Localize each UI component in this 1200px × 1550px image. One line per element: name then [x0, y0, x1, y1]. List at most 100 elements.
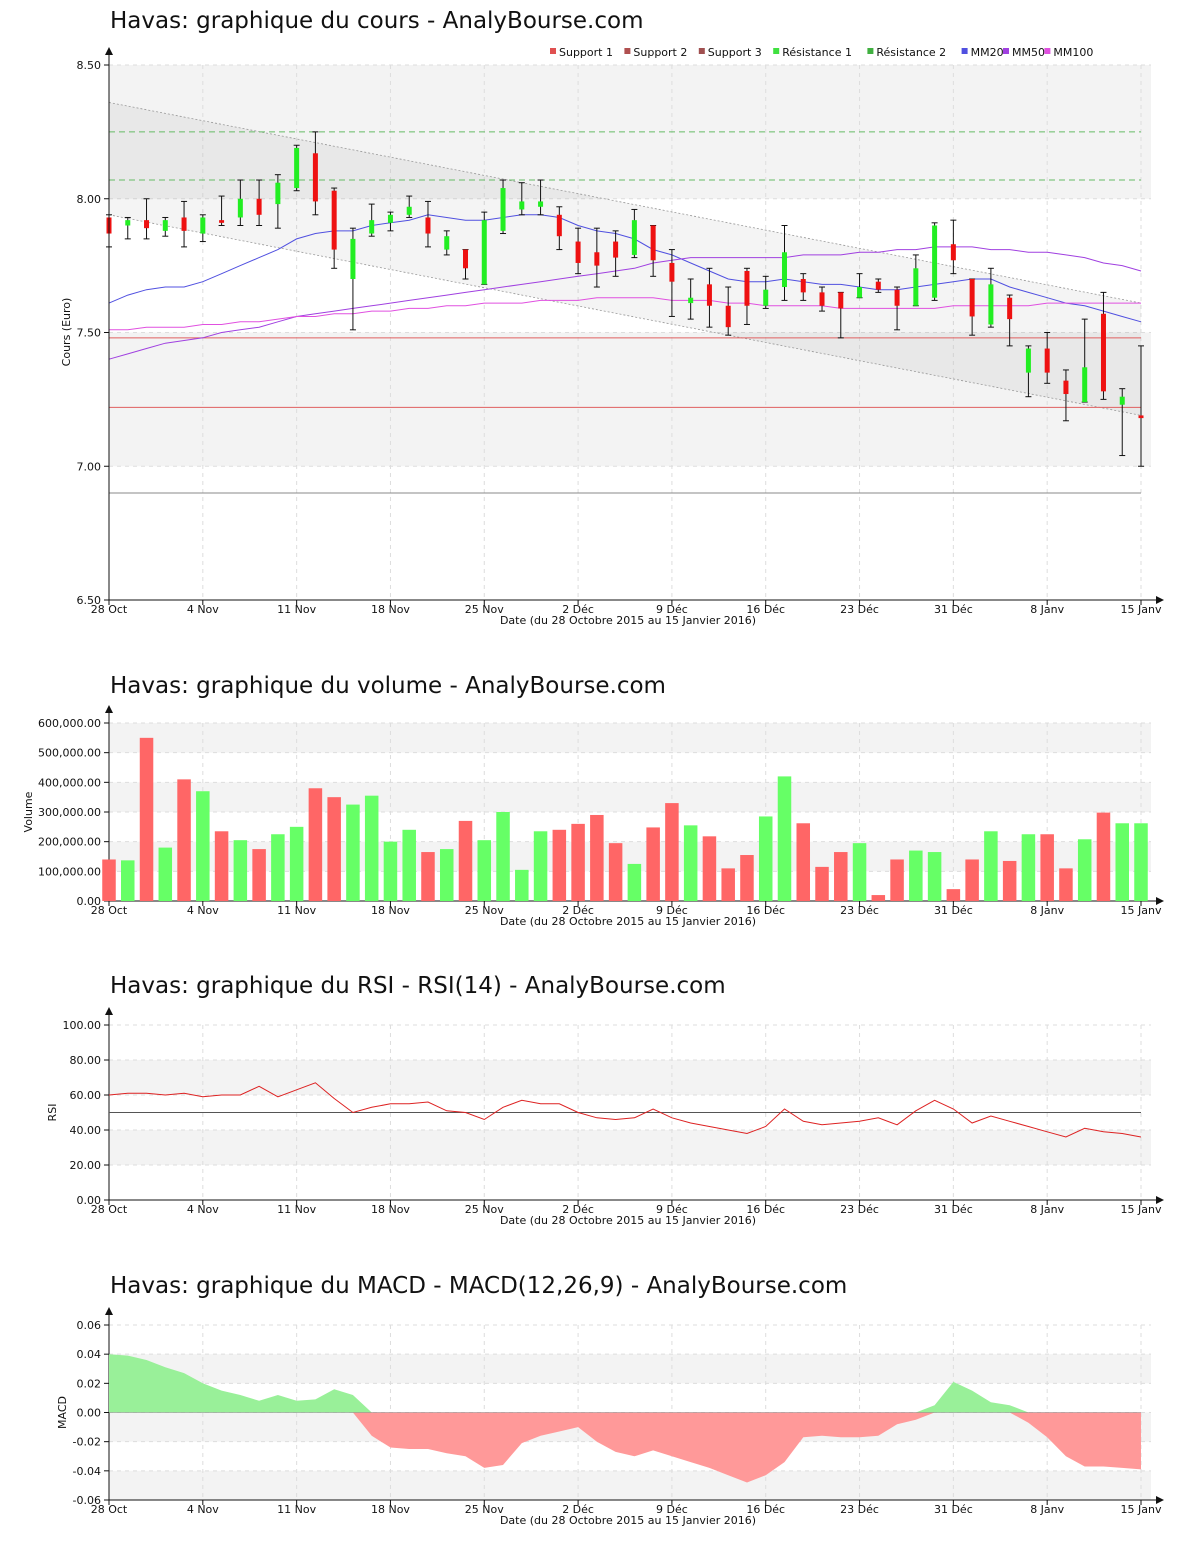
volume-bar: [102, 859, 116, 901]
volume-bar: [571, 823, 585, 901]
grid-band: [109, 723, 1151, 753]
y-tick-label: 400,000.00: [38, 776, 101, 789]
volume-bar: [1021, 834, 1036, 901]
candle-body: [387, 214, 393, 223]
candle-body: [669, 262, 675, 282]
candle: [987, 267, 994, 328]
candle: [631, 208, 638, 259]
legend-swatch: [624, 48, 631, 54]
x-tick-label: 23 Déc: [840, 904, 879, 917]
macd-chart-panel: Havas: graphique du MACD - MACD(12,26,9)…: [0, 1265, 1200, 1550]
candle: [481, 211, 488, 285]
candle-body: [594, 252, 600, 266]
candle-body: [950, 244, 956, 261]
x-tick-label: 18 Nov: [371, 1203, 410, 1216]
candle: [143, 198, 150, 240]
channel-upper-line: [108, 102, 1142, 304]
x-axis-arrow: [1156, 897, 1164, 905]
candle: [274, 174, 281, 229]
candle: [406, 195, 413, 218]
y-tick-label: 80.00: [70, 1054, 102, 1067]
x-tick-label: 8 Janv: [1030, 1203, 1064, 1216]
candle-body: [162, 220, 168, 231]
grid-band: [109, 1130, 1151, 1165]
candle-body: [650, 225, 656, 261]
candle-body: [256, 198, 262, 215]
candle: [218, 195, 225, 226]
x-tick-label: 15 Janv: [1121, 1203, 1162, 1216]
grid-band: [109, 1354, 1151, 1384]
candle: [331, 187, 338, 269]
x-tick-label: 28 Oct: [91, 904, 128, 917]
volume-bar: [1077, 839, 1092, 901]
legend-label: MM100: [1053, 46, 1093, 59]
volume-bar: [1059, 868, 1073, 901]
candle: [912, 254, 919, 307]
volume-bar: [777, 776, 792, 901]
candle: [537, 179, 544, 216]
candle-body: [219, 220, 225, 223]
grid-band: [109, 1470, 1151, 1500]
candle-body: [894, 289, 900, 306]
candle: [1006, 294, 1013, 347]
y-tick-label: -0.02: [73, 1436, 101, 1449]
candle-body: [1007, 297, 1013, 320]
candle: [556, 206, 563, 251]
x-tick-label: 16 Déc: [746, 603, 785, 616]
volume-bar: [984, 831, 998, 901]
legend-label: Support 3: [708, 46, 762, 59]
y-axis-arrow: [105, 705, 113, 713]
candle-body: [294, 147, 300, 189]
y-tick-label: 8.00: [77, 193, 102, 206]
rsi-chart-panel: Havas: graphique du RSI - RSI(14) - Anal…: [0, 965, 1200, 1235]
candle-body: [932, 225, 938, 298]
y-tick-label: 60.00: [70, 1089, 102, 1102]
x-axis-label: Date (du 28 Octobre 2015 au 15 Janvier 2…: [500, 915, 756, 928]
candle-body: [1044, 348, 1050, 373]
volume-bar: [158, 847, 173, 901]
volume-bar: [590, 814, 604, 901]
candle: [1081, 318, 1088, 403]
x-tick-label: 2 Déc: [562, 1203, 594, 1216]
x-tick-label: 2 Déc: [562, 1503, 594, 1516]
y-tick-label: 7.50: [77, 327, 102, 340]
y-tick-label: 100.00: [63, 1019, 102, 1032]
price-chart-panel: Havas: graphique du cours - AnalyBourse.…: [0, 0, 1200, 640]
candle: [256, 179, 263, 226]
candle-body: [125, 220, 131, 226]
volume-bar: [758, 816, 773, 901]
volume-bar: [421, 852, 435, 901]
candle-body: [1119, 396, 1125, 405]
zone-band: [109, 332, 1151, 467]
legend-label: Support 1: [559, 46, 613, 59]
x-tick-label: 18 Nov: [371, 904, 410, 917]
rsi-chart: 0.00 20.00 40.00 60.00 80.00 100.00 28 Oct 4 No…: [46, 1007, 1164, 1227]
legend-label: Support 2: [633, 46, 687, 59]
x-tick-label: 8 Janv: [1030, 603, 1064, 616]
y-axis-label: Cours (Euro): [60, 298, 73, 367]
mm20-line: [108, 214, 1142, 323]
volume-bar: [439, 849, 454, 901]
volume-bar: [890, 859, 904, 901]
legend-item: MM100: [1044, 46, 1093, 59]
legend-item: Support 1: [550, 46, 613, 59]
candle-body: [575, 241, 581, 263]
y-tick-label: 200,000.00: [38, 836, 101, 849]
volume-bar: [834, 852, 848, 901]
candle: [1138, 345, 1144, 467]
x-axis-label: Date (du 28 Octobre 2015 au 15 Janvier 2…: [500, 1214, 756, 1227]
volume-bar: [552, 829, 567, 901]
volume-bar: [627, 863, 642, 901]
y-tick-label: 0.06: [77, 1319, 102, 1332]
candle-body: [463, 249, 469, 269]
volume-bar: [1134, 823, 1148, 901]
volume-bar: [927, 852, 942, 901]
macd-chart: -0.06 -0.04 -0.02 0.00 0.02 0.04 0.06 28 Oct 4 N…: [56, 1307, 1164, 1527]
channel-lower-line: [108, 214, 1142, 416]
candle-body: [688, 297, 694, 304]
candle-body: [838, 292, 844, 309]
volume-bar: [289, 826, 304, 901]
candle-body: [500, 188, 506, 231]
volume-bar: [683, 825, 698, 901]
